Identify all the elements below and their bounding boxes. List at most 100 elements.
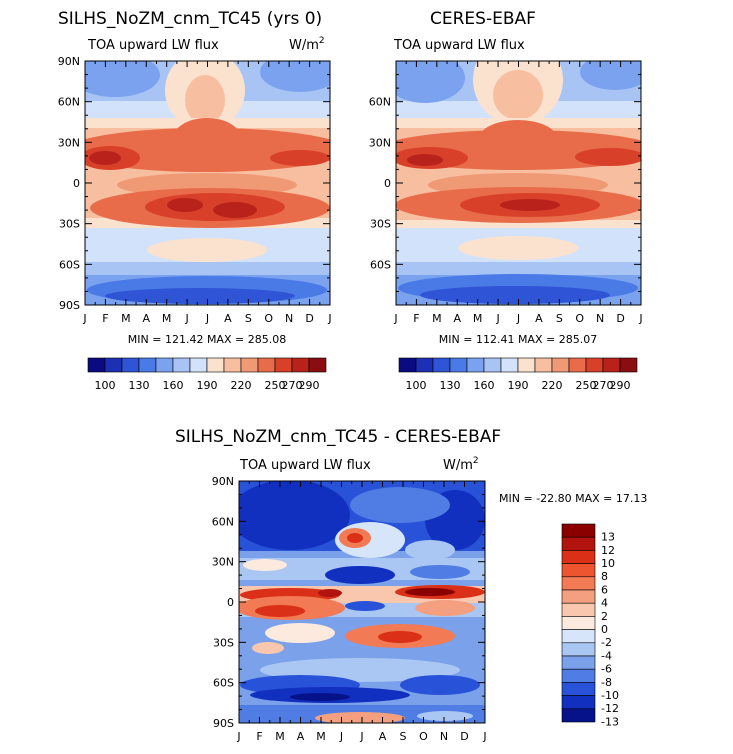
y-tick-label: 30N	[212, 556, 234, 569]
x-tick-label: D	[616, 312, 624, 325]
colorbar-label: 0	[601, 623, 608, 636]
y-tick-label: 0	[73, 177, 80, 190]
colorbar-swatch	[257, 357, 276, 373]
colorbar-label: -13	[601, 715, 619, 728]
x-tick-label: A	[535, 312, 543, 325]
colorbar-swatch	[561, 668, 596, 683]
colorbar-label: 2	[601, 610, 608, 623]
panel-diff-field	[239, 481, 485, 723]
colorbar-swatch	[240, 357, 259, 373]
colorbar-swatch	[121, 357, 140, 373]
x-tick-label: J	[482, 730, 486, 743]
x-tick-label: N	[596, 312, 604, 325]
colorbar-label: 290	[610, 379, 631, 392]
panel-model-subtitle: TOA upward LW flux	[87, 38, 219, 53]
y-tick-label: 90N	[212, 475, 234, 488]
colorbar-swatch	[534, 357, 553, 373]
panel-model-units: W/m2	[289, 36, 325, 53]
x-tick-label: J	[638, 312, 642, 325]
x-tick-label: J	[359, 730, 363, 743]
x-tick-label: M	[316, 730, 326, 743]
y-tick-label: 30N	[369, 136, 391, 149]
x-tick-label: A	[453, 312, 461, 325]
colorbar-label: 220	[542, 379, 563, 392]
colorbar-label: -6	[601, 663, 612, 676]
x-tick-label: O	[419, 730, 428, 743]
x-tick-label: M	[162, 312, 172, 325]
x-tick-label: J	[82, 312, 86, 325]
colorbar-swatch	[561, 655, 596, 670]
colorbar-swatch	[517, 357, 536, 373]
panel-diff-stats: MIN = -22.80 MAX = 17.13	[499, 492, 647, 505]
colorbar-swatch	[561, 708, 596, 723]
colorbar-swatch	[104, 357, 123, 373]
colorbar-label: 4	[601, 597, 608, 610]
colorbar-swatch	[561, 576, 596, 591]
colorbar-label: 130	[129, 379, 150, 392]
y-tick-label: 30N	[58, 136, 80, 149]
colorbar-label: 220	[231, 379, 252, 392]
colorbar-swatch	[619, 357, 638, 373]
colorbar-swatch	[466, 357, 485, 373]
colorbar-label: -8	[601, 676, 612, 689]
colorbar-swatch	[308, 357, 327, 373]
colorbar-swatch	[500, 357, 519, 373]
colorbar-label: 130	[440, 379, 461, 392]
colorbar-swatch	[274, 357, 293, 373]
x-tick-label: J	[205, 312, 209, 325]
colorbar-label: 290	[299, 379, 320, 392]
y-tick-label: 0	[227, 596, 234, 609]
colorbar-swatch	[561, 536, 596, 551]
x-tick-label: O	[575, 312, 584, 325]
panel-diff-subtitle: TOA upward LW flux	[239, 458, 371, 473]
x-tick-label: J	[339, 730, 343, 743]
colorbar-swatch	[551, 357, 570, 373]
colorbar-swatch	[206, 357, 225, 373]
x-tick-label: J	[393, 312, 397, 325]
colorbar-swatch	[561, 642, 596, 657]
colorbar-label: 10	[601, 557, 615, 570]
colorbar-label: 270	[282, 379, 303, 392]
colorbar-swatch	[585, 357, 604, 373]
colorbar-swatch	[561, 550, 596, 564]
colorbar-label: -4	[601, 649, 612, 662]
colorbar-swatch	[561, 589, 596, 604]
colorbar-swatch	[87, 357, 106, 373]
y-tick-label: 30S	[370, 218, 391, 231]
x-tick-label: A	[224, 312, 232, 325]
colorbar-label: -2	[601, 636, 612, 649]
y-tick-label: 90S	[59, 299, 80, 312]
colorbar-label: 190	[197, 379, 218, 392]
colorbar-swatch	[449, 357, 468, 373]
colorbar-label: 100	[95, 379, 116, 392]
colorbar-swatch	[223, 357, 242, 373]
colorbar-swatch	[415, 357, 434, 373]
colorbar-swatch	[155, 357, 174, 373]
y-tick-label: 60S	[59, 258, 80, 271]
y-tick-label: 0	[384, 177, 391, 190]
colorbar-label: -10	[601, 689, 619, 702]
colorbar-swatch	[483, 357, 502, 373]
y-tick-label: 60N	[58, 96, 80, 109]
colorbar-swatch	[189, 357, 208, 373]
panel-diff: SILHS_NoZM_cnm_TC45 - CERES-EBAF TOA upw…	[175, 427, 647, 743]
x-tick-label: N	[285, 312, 293, 325]
x-tick-label: D	[305, 312, 313, 325]
colorbar-label: 6	[601, 583, 608, 596]
colorbar-swatch	[432, 357, 451, 373]
x-tick-label: M	[121, 312, 131, 325]
x-tick-label: M	[473, 312, 483, 325]
colorbar-swatch	[561, 682, 596, 696]
x-tick-label: J	[236, 730, 240, 743]
x-tick-label: N	[440, 730, 448, 743]
y-tick-label: 30S	[59, 218, 80, 231]
colorbar-label: 12	[601, 544, 615, 557]
colorbar-swatch	[138, 357, 157, 373]
panel-diff-title: SILHS_NoZM_cnm_TC45 - CERES-EBAF	[175, 427, 501, 447]
colorbar-swatch	[561, 695, 596, 710]
colorbar-swatch	[561, 629, 596, 644]
